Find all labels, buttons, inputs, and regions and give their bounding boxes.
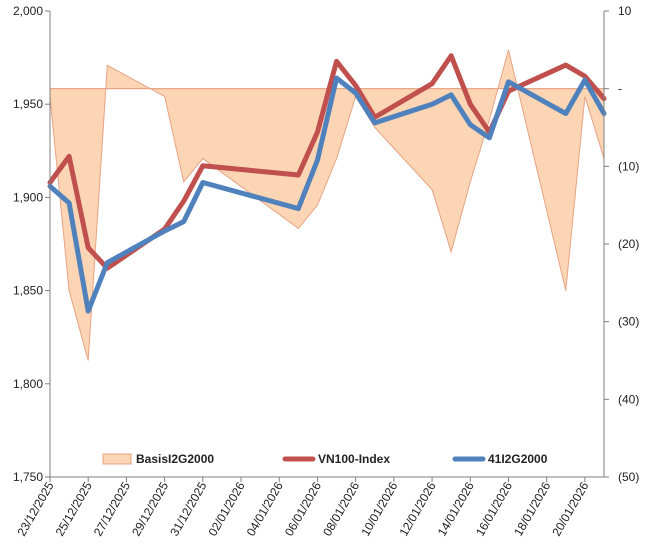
index-line-series (47, 53, 607, 314)
series-line-41i2g2000 (47, 75, 607, 314)
left-tick-label: 1,850 (13, 284, 43, 298)
x-tick-label: 31/12/2025 (167, 479, 209, 538)
x-tick-label: 29/12/2025 (129, 479, 171, 538)
left-tick-label: 2,000 (13, 4, 43, 18)
right-tick-label: (20) (618, 237, 639, 251)
x-tick-label: 08/01/2026 (320, 479, 362, 538)
left-tick-label: 1,900 (13, 190, 43, 204)
right-tick-label: (50) (618, 470, 639, 484)
x-tick-label: 18/01/2026 (511, 479, 553, 538)
left-tick-label: 1,750 (13, 470, 43, 484)
x-tick-label: 06/01/2026 (282, 479, 324, 538)
left-tick-label: 1,950 (13, 97, 43, 111)
legend: BasisI2G2000 VN100-Index 41I2G2000 (102, 452, 548, 466)
right-tick-label: 10 (618, 4, 632, 18)
left-tick-label: 1,800 (13, 377, 43, 391)
x-tick-label: 04/01/2026 (244, 479, 286, 538)
x-tick-label: 23/12/2025 (14, 479, 56, 538)
right-tick-label: (10) (618, 159, 639, 173)
legend-label: BasisI2G2000 (136, 452, 214, 466)
legend-label: VN100-Index (318, 452, 390, 466)
x-tick-label: 12/01/2026 (397, 479, 439, 538)
x-tick-label: 14/01/2026 (435, 479, 477, 538)
x-tick-label: 16/01/2026 (473, 479, 515, 538)
x-tick-label: 02/01/2026 (205, 479, 247, 538)
right-tick-label: (40) (618, 392, 639, 406)
x-tick-label: 25/12/2025 (53, 479, 95, 538)
legend-swatch (102, 453, 132, 465)
x-tick-label: 27/12/2025 (91, 479, 133, 538)
legend-label: 41I2G2000 (488, 452, 548, 466)
x-tick-label: 20/01/2026 (549, 479, 591, 538)
x-tick-label: 10/01/2026 (358, 479, 400, 538)
right-tick-label: - (618, 82, 622, 96)
right-tick-label: (30) (618, 315, 639, 329)
